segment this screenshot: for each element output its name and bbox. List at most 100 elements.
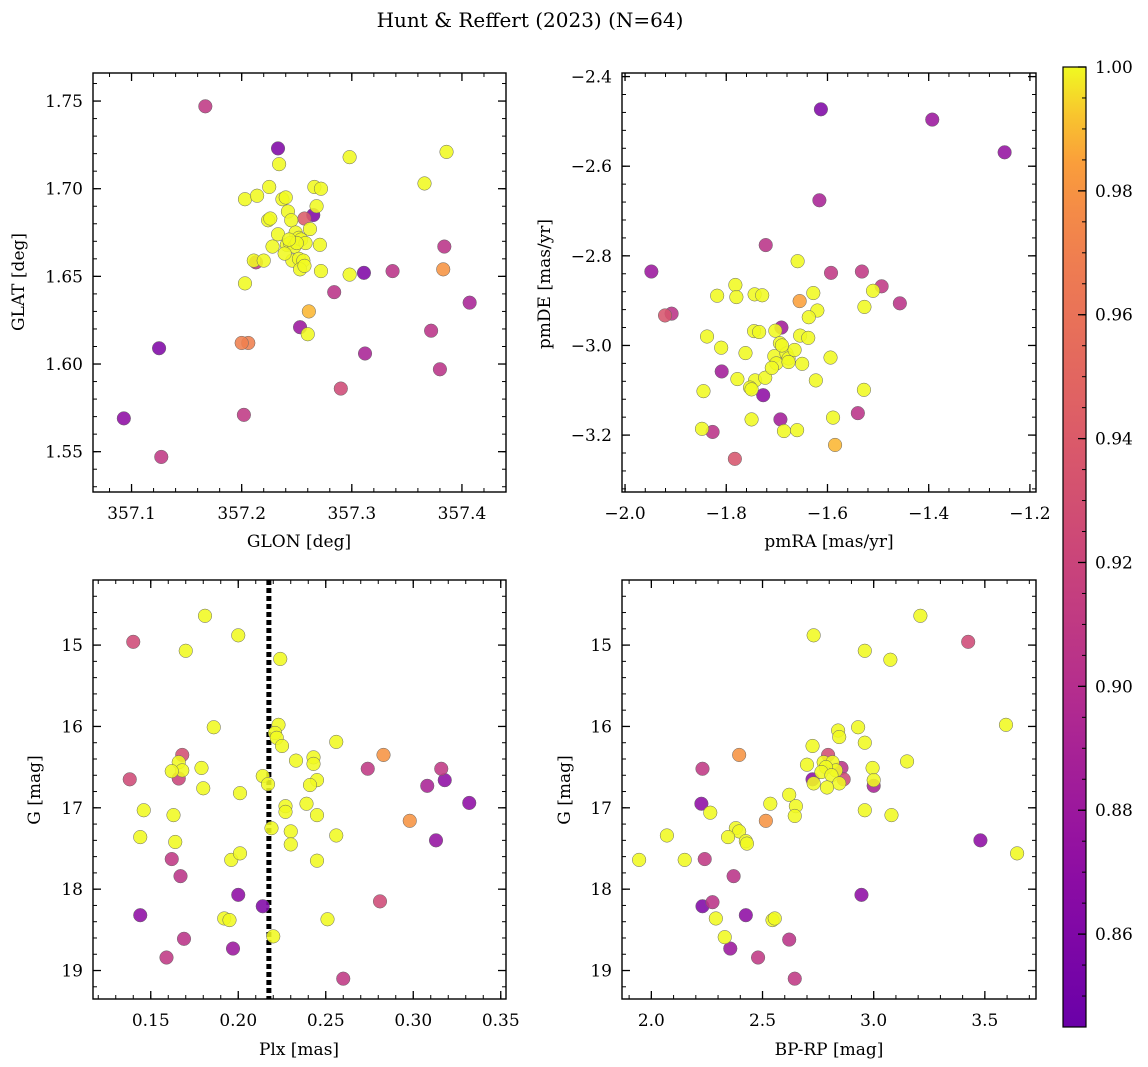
data-point <box>272 157 287 172</box>
data-point <box>883 652 898 667</box>
data-point <box>277 246 292 261</box>
data-point <box>278 804 293 819</box>
data-points <box>644 102 1012 466</box>
data-point <box>232 846 248 861</box>
y-tick-label: 17 <box>590 799 612 819</box>
data-point <box>262 179 277 195</box>
data-point <box>854 887 869 902</box>
x-tick-label: 357.4 <box>438 504 487 524</box>
data-point <box>764 360 779 375</box>
data-point <box>677 852 692 867</box>
data-point <box>306 756 321 771</box>
y-tick-label: 16 <box>61 717 83 737</box>
data-points <box>116 99 477 464</box>
data-point <box>225 941 241 956</box>
plot-frame <box>621 72 1037 493</box>
data-point <box>782 932 797 947</box>
colorbar-tick-label: 1.00 <box>1095 58 1133 78</box>
panel-bprp-g: 2.0 2.5 3.0 3.5 15 16 17 18 19 BP-RP [mag] G [m… <box>555 579 1037 1060</box>
data-point <box>997 145 1012 160</box>
data-point <box>385 264 400 279</box>
x-tick-label: 0.25 <box>307 1011 345 1031</box>
data-point <box>274 738 290 754</box>
colorbar-tick-label: 0.86 <box>1095 925 1133 945</box>
data-point <box>237 276 253 291</box>
data-point <box>806 776 821 791</box>
data-point <box>774 338 789 353</box>
colorbar-tick-label: 0.94 <box>1095 430 1133 450</box>
x-tick-label: 2.0 <box>638 1011 665 1031</box>
plot-frame <box>92 579 507 1000</box>
data-point <box>705 895 720 910</box>
data-point <box>1010 846 1025 861</box>
y-tick-label: 15 <box>61 636 83 656</box>
colorbar-ticks: 0.86 0.88 0.90 0.92 0.94 0.96 0.98 1.00 <box>1078 58 1133 997</box>
data-point <box>850 406 865 421</box>
data-point <box>758 370 773 385</box>
data-point <box>313 181 329 196</box>
x-tick-label: 0.30 <box>394 1011 432 1031</box>
colorbar-tick-label: 0.92 <box>1095 553 1133 573</box>
data-point <box>312 237 327 252</box>
colorbar-tick-label: 0.90 <box>1095 677 1133 697</box>
data-point <box>173 869 188 884</box>
data-point <box>437 239 452 254</box>
data-point <box>795 356 810 371</box>
x-axis-label: pmRA [mas/yr] <box>764 532 893 552</box>
data-point <box>790 423 805 438</box>
data-point <box>710 288 725 303</box>
y-tick-label: 19 <box>61 962 83 982</box>
tick-marks <box>622 579 1036 999</box>
tick-marks <box>622 73 1036 492</box>
data-point <box>832 776 847 791</box>
data-point <box>231 628 246 643</box>
data-point <box>787 808 802 823</box>
y-tick-label: 1.70 <box>45 180 83 200</box>
data-point <box>417 176 432 191</box>
y-axis-label: GLAT [deg] <box>9 233 29 331</box>
data-point <box>256 253 271 268</box>
data-point <box>336 971 351 986</box>
data-point <box>166 808 181 823</box>
tick-marks <box>93 73 507 492</box>
data-point <box>436 262 451 277</box>
data-point <box>263 211 278 226</box>
data-point <box>856 382 871 397</box>
data-point <box>300 327 315 342</box>
data-point <box>320 912 335 927</box>
data-point <box>356 265 371 280</box>
data-point <box>250 188 265 203</box>
data-point <box>787 971 802 986</box>
y-tick-labels: 1.55 1.60 1.65 1.70 1.75 <box>45 92 83 463</box>
data-point <box>222 913 237 928</box>
data-point <box>133 908 148 923</box>
data-point <box>196 781 211 796</box>
x-axis-label: GLON [deg] <box>247 532 351 552</box>
data-point <box>865 760 880 775</box>
data-point <box>168 834 183 850</box>
data-point <box>694 796 709 811</box>
data-point <box>357 346 373 361</box>
data-point <box>727 451 742 466</box>
data-point <box>714 364 729 379</box>
data-point <box>738 908 753 923</box>
data-point <box>782 787 797 802</box>
data-point <box>432 362 447 377</box>
data-points <box>632 608 1025 986</box>
data-point <box>232 786 248 801</box>
y-tick-label: −2.4 <box>571 68 612 88</box>
y-tick-label: −2.8 <box>571 247 612 267</box>
data-point <box>913 608 928 623</box>
data-point <box>696 384 711 399</box>
data-point <box>819 780 835 795</box>
data-point <box>801 310 816 325</box>
y-tick-label: 1.75 <box>45 92 83 112</box>
y-tick-label: 1.60 <box>45 355 83 375</box>
data-point <box>329 828 344 843</box>
data-point <box>792 294 807 309</box>
panel-glon-glat: 357.1 357.2 357.3 357.4 1.55 1.60 1.65 1.70 1.7… <box>9 72 507 552</box>
data-point <box>851 720 866 735</box>
data-point <box>313 264 329 279</box>
data-point <box>301 304 316 319</box>
data-point <box>198 99 213 114</box>
